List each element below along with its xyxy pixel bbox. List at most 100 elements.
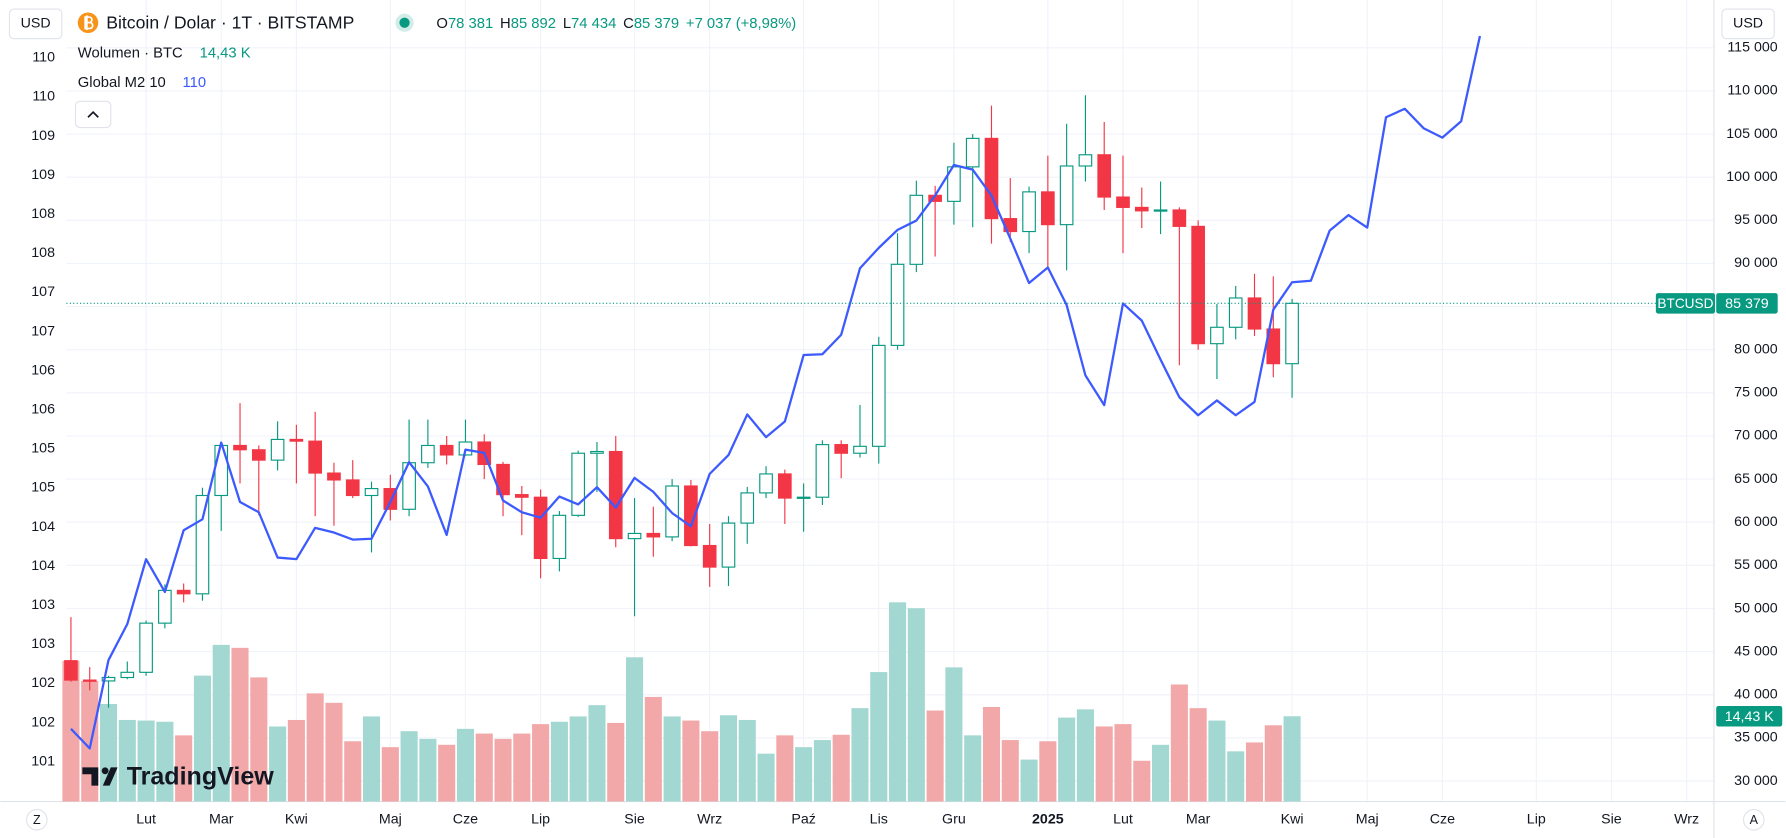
candle-body (1022, 191, 1036, 233)
candle-body (1116, 196, 1130, 208)
y2-tick-label: 103 (31, 597, 55, 613)
candle-body (778, 473, 792, 499)
volume-bar (1076, 709, 1094, 802)
candle-body (308, 440, 322, 474)
candle-body (1228, 297, 1243, 328)
candle-body (796, 496, 811, 499)
volume-badge (1716, 705, 1783, 727)
x-tick-label: Cze (1430, 812, 1455, 828)
market-status-dot[interactable] (399, 17, 410, 28)
ohlc-key: H (500, 16, 511, 32)
volume-bar (588, 705, 606, 802)
legend-m2-name[interactable]: Global M2 10 (78, 75, 166, 91)
price-badge (1716, 293, 1778, 314)
y2-tick-label: 109 (31, 167, 55, 183)
volume-bar (419, 738, 437, 802)
volume-bar (475, 733, 493, 802)
candle-body (1191, 225, 1205, 345)
volume-bar (1020, 759, 1038, 802)
ohlc-key: L (563, 16, 571, 32)
scale-button-label: A (1750, 813, 1759, 827)
scale-button[interactable] (1742, 808, 1765, 831)
volume-bar (1152, 744, 1170, 802)
volume-bar (156, 721, 174, 802)
x-tick-label: Sie (624, 812, 645, 828)
y2-tick-label: 107 (31, 323, 55, 339)
watermark-text: TradingView (127, 762, 275, 790)
volume-bar (701, 731, 719, 802)
y2-tick-label: 104 (31, 558, 55, 574)
y-tick-label: 40 000 (1734, 687, 1778, 703)
volume-bar (982, 706, 1001, 802)
volume-bar (1001, 740, 1019, 802)
x-tick-label: Mar (1186, 812, 1211, 828)
candle-body (871, 344, 886, 447)
scale-button[interactable] (25, 808, 48, 831)
candle-body (1172, 209, 1187, 227)
candle-body (1285, 302, 1299, 365)
candle-body (890, 263, 905, 346)
candle-body (82, 679, 97, 682)
y-tick-label: 50 000 (1734, 600, 1778, 616)
candle-body (608, 450, 623, 540)
y-tick-label: 115 000 (1727, 40, 1777, 56)
x-tick-label: Maj (379, 812, 402, 828)
y-tick-label: 55 000 (1734, 557, 1778, 573)
x-tick-label: Gru (942, 812, 966, 828)
x-tick-label: Lut (136, 812, 156, 828)
candle-body (195, 494, 210, 595)
volume-bar (1114, 724, 1132, 802)
candle-body (721, 522, 736, 568)
volume-bar (682, 720, 700, 802)
candle-body (139, 622, 153, 673)
currency-label: USD (21, 16, 51, 32)
volume-bar (550, 721, 568, 802)
currency-button[interactable] (1721, 8, 1775, 40)
candle-body (439, 444, 454, 456)
volume-bar (306, 693, 324, 802)
volume-bar (851, 708, 869, 802)
volume-bar (438, 744, 456, 802)
volume-bar (1245, 742, 1264, 802)
candle-body (158, 589, 172, 624)
y2-tick-label: 105 (31, 441, 55, 457)
volume-bar (193, 675, 211, 802)
y-tick-label: 70 000 (1734, 428, 1778, 444)
volume-bar (644, 696, 662, 802)
candle-body (571, 452, 586, 516)
candle-body (834, 444, 849, 454)
y2-tick-label: 105 (31, 480, 55, 496)
candle-body (327, 472, 341, 481)
watermark-logo-dot (101, 767, 109, 775)
volume-bar (1264, 725, 1282, 802)
volume-bar (118, 719, 136, 802)
y-tick-label: 90 000 (1734, 255, 1778, 271)
x-tick-label: Lip (531, 812, 550, 828)
y2-tick-label: 106 (31, 362, 55, 378)
volume-bar (626, 657, 644, 802)
y2-tick-label: 108 (31, 206, 55, 222)
candle-body (1097, 154, 1112, 198)
volume-bar (1170, 684, 1188, 802)
candle-body (251, 449, 266, 461)
ohlc-key: O (436, 16, 448, 32)
y-tick-label: 100 000 (1726, 169, 1777, 185)
y2-tick-label: 103 (31, 636, 55, 652)
ohlc-value: 74 434 (571, 16, 616, 32)
volume-bar (1189, 708, 1207, 802)
volume-bar (175, 735, 193, 802)
volume-bar (738, 719, 756, 802)
candle-body (552, 514, 567, 560)
legend-m2-value: 110 (183, 75, 207, 91)
y2-tick-label: 106 (31, 402, 55, 418)
volume-bar (250, 677, 268, 802)
currency-button[interactable] (8, 8, 63, 40)
x-tick-label: Wrz (697, 812, 722, 828)
collapse-legend-button[interactable] (74, 100, 112, 129)
legend-volume-name[interactable]: Wolumen · BTC (78, 45, 183, 61)
candle-body (909, 194, 924, 265)
currency-label: USD (1733, 16, 1763, 32)
volume-bar (569, 716, 587, 802)
x-tick-label: Cze (453, 812, 478, 828)
